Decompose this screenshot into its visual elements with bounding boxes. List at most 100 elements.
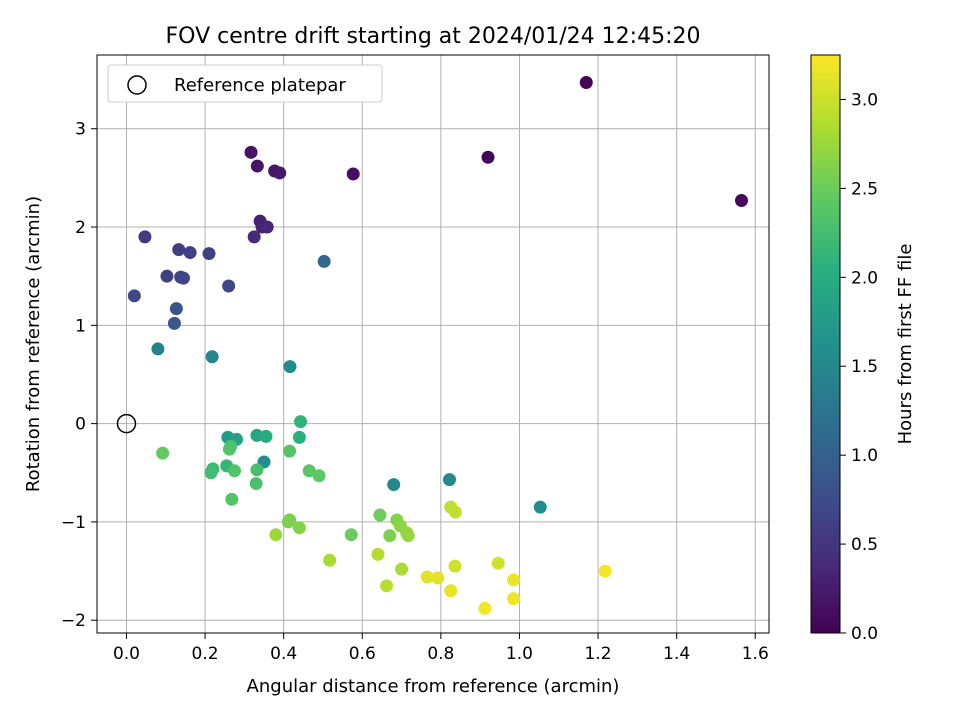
chart-title: FOV centre drift starting at 2024/01/24 … (166, 24, 701, 49)
scatter-point (383, 529, 397, 543)
legend-box (107, 64, 383, 103)
scatter-point (283, 444, 297, 458)
scatter-point (156, 446, 170, 460)
scatter-point (225, 492, 239, 506)
y-tick-label: 3 (75, 120, 86, 140)
colorbar-tick-label: 1.5 (851, 357, 878, 377)
scatter-point (598, 564, 612, 578)
scatter-point (269, 528, 283, 542)
scatter-point (273, 166, 287, 180)
scatter-point (250, 159, 264, 173)
x-tick-label: 0.8 (427, 644, 454, 664)
scatter-point (127, 289, 141, 303)
scatter-point (151, 342, 165, 356)
scatter-point (371, 547, 385, 561)
scatter-point (444, 584, 458, 598)
colorbar: 0.0 0.5 1.0 1.5 2.0 2.5 3.0 Hours from first F… (810, 54, 916, 644)
scatter-point (420, 570, 434, 584)
scatter-point (507, 592, 521, 606)
scatter-point (395, 562, 409, 576)
scatter-point (387, 478, 401, 492)
scatter-point (204, 466, 218, 480)
scatter-point (734, 193, 748, 207)
scatter-point (507, 573, 521, 587)
colorbar-tick-label: 0.0 (851, 624, 878, 644)
scatter-point (259, 429, 273, 443)
scatter-point (294, 415, 308, 429)
scatter-point (250, 463, 264, 477)
scatter-point (491, 556, 505, 570)
scatter-point (533, 500, 547, 514)
y-tick-label: 1 (75, 316, 86, 336)
scatter-point (202, 247, 216, 261)
x-tick-label: 0.6 (349, 644, 376, 664)
scatter-point (448, 505, 462, 519)
scatter-point (244, 145, 258, 159)
scatter-point (380, 579, 394, 593)
colorbar-ticks: 0.0 0.5 1.0 1.5 2.0 2.5 3.0 (840, 90, 878, 644)
x-tick-label: 1.0 (506, 644, 533, 664)
scatter-point (478, 601, 492, 615)
scatter-point (222, 442, 236, 456)
y-tick-label: −2 (61, 611, 86, 631)
scatter-point (401, 529, 415, 543)
scatter-point (431, 571, 445, 585)
reference-platepar-marker (116, 413, 137, 434)
y-axis-label: Rotation from reference (arcmin) (23, 196, 44, 492)
scatter-point (323, 553, 337, 567)
scatter-point (283, 360, 297, 374)
colorbar-tick-label: 3.0 (851, 90, 878, 110)
scatter-point (317, 254, 331, 268)
legend: Reference platepar (107, 64, 383, 103)
x-axis-ticks: 0.0 0.2 0.4 0.6 0.8 1.0 1.2 1.4 1.6 (113, 633, 769, 664)
plot-frame (96, 54, 770, 634)
scatter-point (448, 559, 462, 573)
legend-label: Reference platepar (174, 75, 346, 96)
scatter-point (312, 469, 326, 483)
scatter-point (344, 528, 358, 542)
scatter-point (443, 473, 457, 487)
x-axis-label: Angular distance from reference (arcmin) (247, 676, 620, 697)
scatter-point (249, 477, 263, 491)
y-axis-ticks: −2 −1 0 1 2 3 (61, 120, 97, 631)
colorbar-tick-label: 0.5 (851, 535, 878, 555)
y-tick-label: −1 (61, 513, 86, 533)
scatter-point (292, 430, 306, 444)
x-tick-label: 1.4 (663, 644, 690, 664)
x-tick-label: 1.2 (585, 644, 612, 664)
scatter-point (247, 230, 261, 244)
scatter-point (260, 220, 274, 234)
scatter-point (292, 521, 306, 535)
scatter-point (205, 350, 219, 364)
scatter-point (172, 243, 186, 257)
x-tick-label: 0.0 (113, 644, 140, 664)
scatter-point (138, 230, 152, 244)
x-tick-label: 0.2 (192, 644, 219, 664)
scatter-point (169, 302, 183, 316)
colorbar-label: Hours from first FF file (895, 244, 916, 445)
x-tick-label: 0.4 (270, 644, 297, 664)
scatter-point (167, 316, 181, 330)
scatter-point (373, 508, 387, 522)
scatter-point (281, 515, 295, 529)
colorbar-tick-label: 2.5 (851, 179, 878, 199)
scatter-point (160, 269, 174, 283)
scatter-point (183, 246, 197, 260)
scatter-point (346, 167, 360, 181)
legend-marker-icon (127, 75, 147, 95)
y-tick-label: 2 (75, 218, 86, 238)
colorbar-tick-label: 2.0 (851, 268, 878, 288)
colorbar-tick-label: 1.0 (851, 446, 878, 466)
scatter-point (228, 464, 242, 478)
scatter-point (481, 150, 495, 164)
y-tick-label: 0 (75, 415, 86, 435)
x-tick-label: 1.6 (742, 644, 769, 664)
scatter-point (222, 279, 236, 293)
colorbar-gradient (810, 54, 841, 634)
scatter-point (302, 464, 316, 478)
data-points (127, 76, 748, 615)
grid-lines (97, 55, 769, 633)
scatter-point (579, 76, 593, 90)
scatter-point (176, 271, 190, 285)
